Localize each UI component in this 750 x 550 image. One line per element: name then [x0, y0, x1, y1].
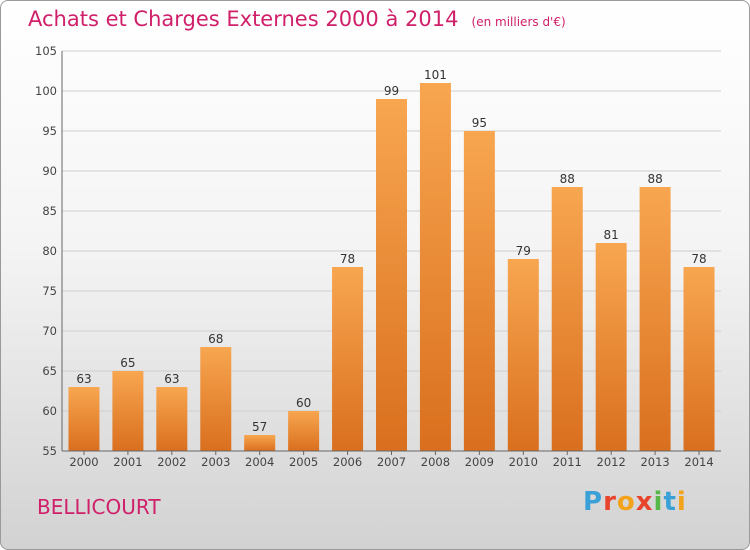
data-label-2013: 88: [647, 172, 662, 186]
x-tick-label-2003: 2003: [201, 455, 230, 469]
x-tick-label-2002: 2002: [157, 455, 186, 469]
logo-letter: i: [676, 487, 687, 517]
x-tick-label-2009: 2009: [465, 455, 494, 469]
y-tick-label: 60: [42, 404, 57, 418]
y-tick-label: 55: [42, 444, 57, 458]
data-label-2004: 57: [252, 420, 267, 434]
logo-letter: x: [635, 487, 654, 517]
x-tick-label-2011: 2011: [553, 455, 582, 469]
bar-2011: [551, 187, 583, 451]
x-tick-label-2004: 2004: [245, 455, 274, 469]
data-label-2012: 81: [604, 228, 619, 242]
x-tick-label-2006: 2006: [333, 455, 362, 469]
bar-2013: [639, 187, 671, 451]
chart-unit: (en milliers d'€): [471, 15, 566, 29]
y-tick-label: 75: [42, 284, 57, 298]
data-label-2000: 63: [76, 372, 91, 386]
bar-2001: [112, 371, 144, 451]
x-tick-label-2012: 2012: [597, 455, 626, 469]
data-label-2003: 68: [208, 332, 223, 346]
logo-letter: r: [603, 487, 617, 517]
bar-2010: [507, 259, 539, 451]
bar-2005: [288, 411, 320, 451]
logo-letter: i: [653, 487, 664, 517]
logo-letter: P: [583, 487, 604, 517]
x-tick-label-2005: 2005: [289, 455, 318, 469]
bar-2008: [419, 83, 451, 451]
commune-name: BELLICOURT: [37, 495, 161, 519]
data-label-2011: 88: [560, 172, 575, 186]
bar-2009: [463, 131, 495, 451]
chart-title: Achats et Charges Externes 2000 à 2014: [28, 7, 459, 31]
data-label-2010: 79: [516, 244, 531, 258]
bar-layer: [68, 83, 715, 451]
y-tick-label: 105: [35, 44, 57, 58]
x-tick-label-2008: 2008: [421, 455, 450, 469]
logo-letter: t: [663, 487, 677, 517]
y-tick-label: 80: [42, 244, 57, 258]
axis-layer: 55 60 65 70 75 80 85 90 95 100 105 63 2000 65 2001 63 20…: [35, 44, 721, 469]
data-label-2006: 78: [340, 252, 355, 266]
bar-2003: [200, 347, 232, 451]
bar-2004: [244, 435, 276, 451]
bar-2006: [332, 267, 364, 451]
y-tick-label: 100: [35, 84, 57, 98]
data-label-2008: 101: [424, 68, 447, 82]
bar-2012: [595, 243, 627, 451]
data-label-2005: 60: [296, 396, 311, 410]
bar-2014: [683, 267, 715, 451]
bar-2000: [68, 387, 100, 451]
x-tick-label-2014: 2014: [684, 455, 713, 469]
chart-title-row: Achats et Charges Externes 2000 à 2014 (…: [28, 7, 566, 31]
logo-letter: o: [616, 487, 636, 517]
x-tick-label-2001: 2001: [113, 455, 142, 469]
y-tick-label: 95: [42, 124, 57, 138]
y-tick-label: 70: [42, 324, 57, 338]
x-tick-label-2007: 2007: [377, 455, 406, 469]
data-label-2002: 63: [164, 372, 179, 386]
proxiti-logo[interactable]: Proxiti: [583, 487, 687, 517]
y-tick-label: 85: [42, 204, 57, 218]
x-tick-label-2010: 2010: [509, 455, 538, 469]
data-label-2014: 78: [691, 252, 706, 266]
bar-2002: [156, 387, 188, 451]
data-label-2001: 65: [120, 356, 135, 370]
y-tick-label: 65: [42, 364, 57, 378]
data-label-2009: 95: [472, 116, 487, 130]
y-tick-label: 90: [42, 164, 57, 178]
x-tick-label-2013: 2013: [640, 455, 669, 469]
data-label-2007: 99: [384, 84, 399, 98]
bar-2007: [376, 99, 407, 451]
x-tick-label-2000: 2000: [69, 455, 98, 469]
